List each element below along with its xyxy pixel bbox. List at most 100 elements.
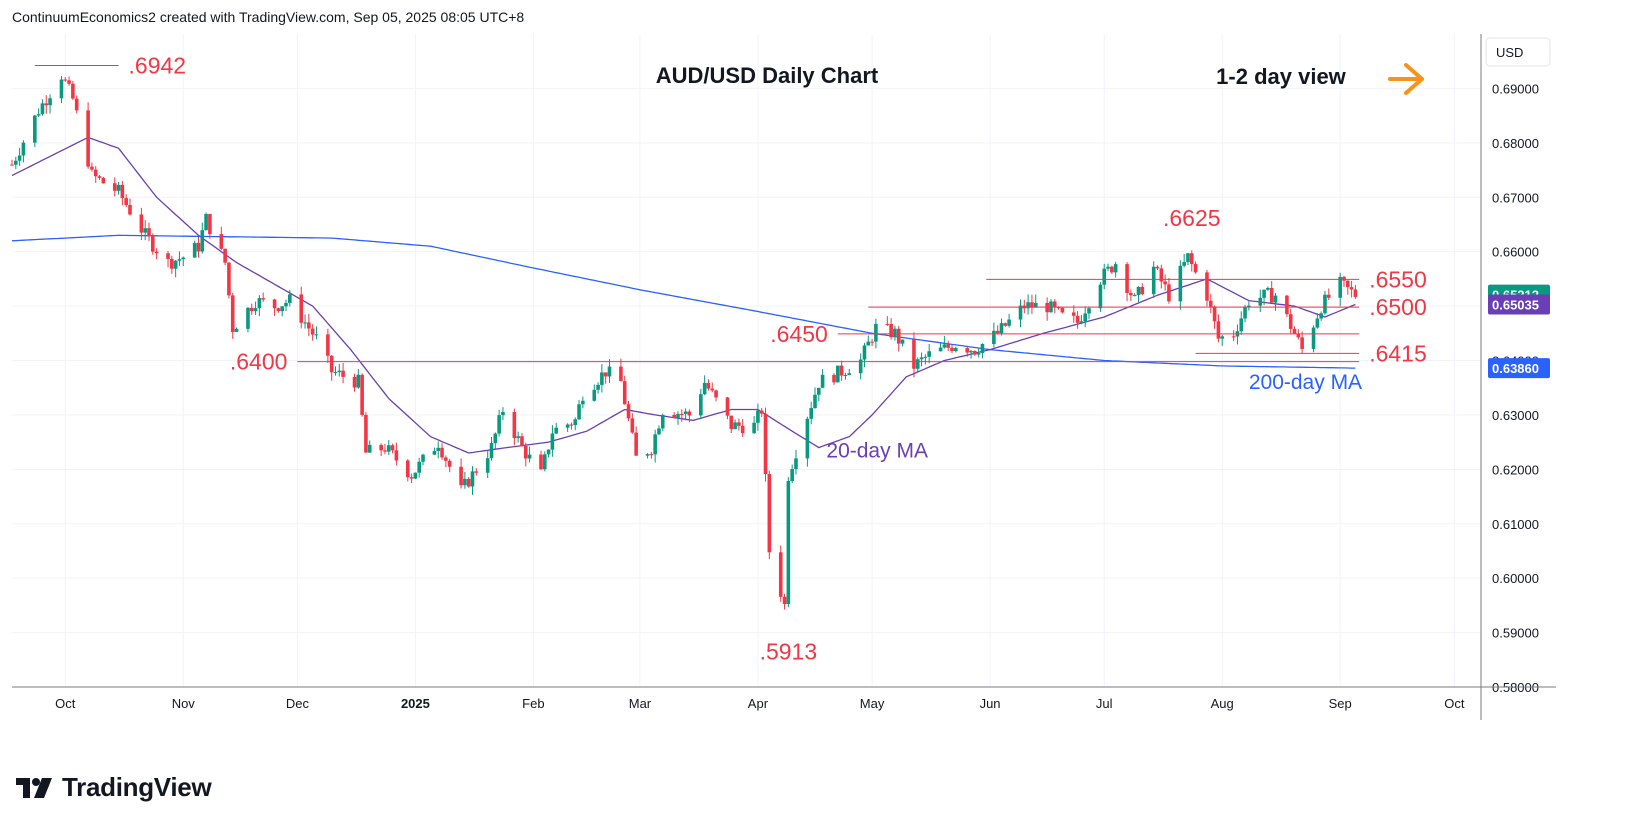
candle-body bbox=[1159, 268, 1164, 282]
candle-body bbox=[17, 155, 22, 161]
candle-body bbox=[1079, 321, 1084, 323]
candle-body bbox=[356, 374, 361, 388]
level-label: .6500 bbox=[1369, 294, 1427, 320]
candle-body bbox=[1231, 336, 1236, 338]
candle-body bbox=[1193, 264, 1198, 273]
y-tick-label: 0.67000 bbox=[1492, 190, 1539, 205]
arrow-head bbox=[1404, 63, 1424, 95]
candle-body bbox=[813, 394, 817, 408]
candle-body bbox=[699, 394, 703, 416]
candle-body bbox=[93, 169, 98, 177]
x-tick-label: Aug bbox=[1211, 696, 1234, 711]
candle-body bbox=[128, 204, 132, 215]
candle-body bbox=[436, 447, 441, 452]
candle-body bbox=[257, 298, 262, 309]
candle-body bbox=[276, 308, 281, 312]
candle-body bbox=[915, 359, 920, 369]
price-chart[interactable]: .6942 .6400 .6450 .6550.6500 .6415 .6625 .5913… bbox=[0, 0, 1632, 740]
candle-body bbox=[1285, 295, 1289, 315]
candle-body bbox=[497, 415, 501, 434]
x-tick-label: Oct bbox=[55, 696, 76, 711]
candle-body bbox=[253, 308, 258, 312]
y-tick-label: 0.63000 bbox=[1492, 408, 1539, 423]
candle-body bbox=[1026, 302, 1030, 309]
candle-body bbox=[90, 166, 94, 170]
candle-body bbox=[573, 419, 578, 426]
candle-body bbox=[973, 350, 977, 355]
x-tick-label: Nov bbox=[172, 696, 196, 711]
candle-body bbox=[995, 330, 1000, 334]
candle-body bbox=[569, 424, 574, 426]
candle-body bbox=[379, 444, 383, 451]
candle-body bbox=[470, 471, 475, 487]
candle-body bbox=[1353, 289, 1358, 297]
candle-body bbox=[493, 433, 498, 444]
candle-body bbox=[1296, 333, 1301, 338]
candle-body bbox=[1292, 328, 1297, 334]
candle-body bbox=[417, 461, 422, 473]
candle-body bbox=[1182, 262, 1186, 266]
currency-box bbox=[1485, 37, 1551, 67]
candle-body bbox=[326, 334, 330, 356]
candle-body bbox=[1030, 302, 1034, 308]
candle-body bbox=[409, 477, 414, 479]
candle-body bbox=[790, 469, 794, 481]
candle-body bbox=[603, 372, 608, 377]
candle-body bbox=[714, 390, 718, 398]
candle-body bbox=[763, 413, 768, 475]
candle-body bbox=[1319, 313, 1323, 319]
tradingview-logo[interactable]: TradingView bbox=[14, 772, 212, 803]
candle-body bbox=[756, 410, 760, 423]
candle-body bbox=[1239, 318, 1244, 332]
candle-body bbox=[927, 351, 931, 357]
candle-body bbox=[1288, 314, 1293, 329]
candle-body bbox=[101, 177, 106, 184]
candle-body bbox=[660, 414, 665, 429]
candle-body bbox=[1083, 313, 1088, 322]
candle-body bbox=[969, 350, 973, 353]
candle-body bbox=[542, 454, 547, 470]
candle-body bbox=[938, 347, 943, 352]
candle-body bbox=[1102, 268, 1107, 285]
candle-body bbox=[147, 228, 151, 237]
candle-body bbox=[820, 374, 825, 388]
candle-body bbox=[307, 322, 311, 329]
candle-body bbox=[139, 214, 144, 233]
candle-body bbox=[333, 372, 338, 374]
candle-body bbox=[596, 384, 600, 390]
candle-body bbox=[885, 323, 890, 325]
candle-body bbox=[577, 404, 581, 420]
candle-body bbox=[634, 432, 638, 456]
levels: .6942 .6400 .6450 .6550.6500 .6415 .6625 .5913 bbox=[34, 53, 1427, 665]
candle-body bbox=[778, 552, 783, 597]
candle-body bbox=[67, 80, 71, 84]
candle-body bbox=[1113, 264, 1118, 273]
candle-body bbox=[151, 236, 155, 252]
candle-body bbox=[33, 115, 37, 143]
candle-body bbox=[364, 414, 368, 453]
candle-body bbox=[166, 253, 170, 259]
candle-body bbox=[74, 98, 79, 111]
candle-body bbox=[836, 365, 840, 383]
candle-body bbox=[383, 450, 387, 452]
candle-body bbox=[386, 445, 391, 452]
candle-body bbox=[143, 228, 147, 233]
candle-body bbox=[1167, 284, 1171, 302]
candle-body bbox=[893, 328, 897, 338]
candle-body bbox=[843, 375, 848, 377]
candle-body bbox=[657, 428, 661, 435]
candle-body bbox=[1060, 307, 1065, 313]
candle-body bbox=[516, 436, 520, 439]
candle-body bbox=[687, 411, 692, 416]
candle-body bbox=[219, 234, 224, 249]
candle-body bbox=[1087, 308, 1091, 314]
candle-body bbox=[1163, 281, 1167, 285]
candle-body bbox=[550, 433, 555, 450]
candle-body bbox=[284, 302, 288, 307]
candle-body bbox=[196, 242, 201, 252]
candle-body bbox=[581, 400, 585, 405]
candle-body bbox=[394, 450, 399, 461]
candle-body bbox=[303, 322, 307, 324]
candle-body bbox=[523, 445, 528, 459]
